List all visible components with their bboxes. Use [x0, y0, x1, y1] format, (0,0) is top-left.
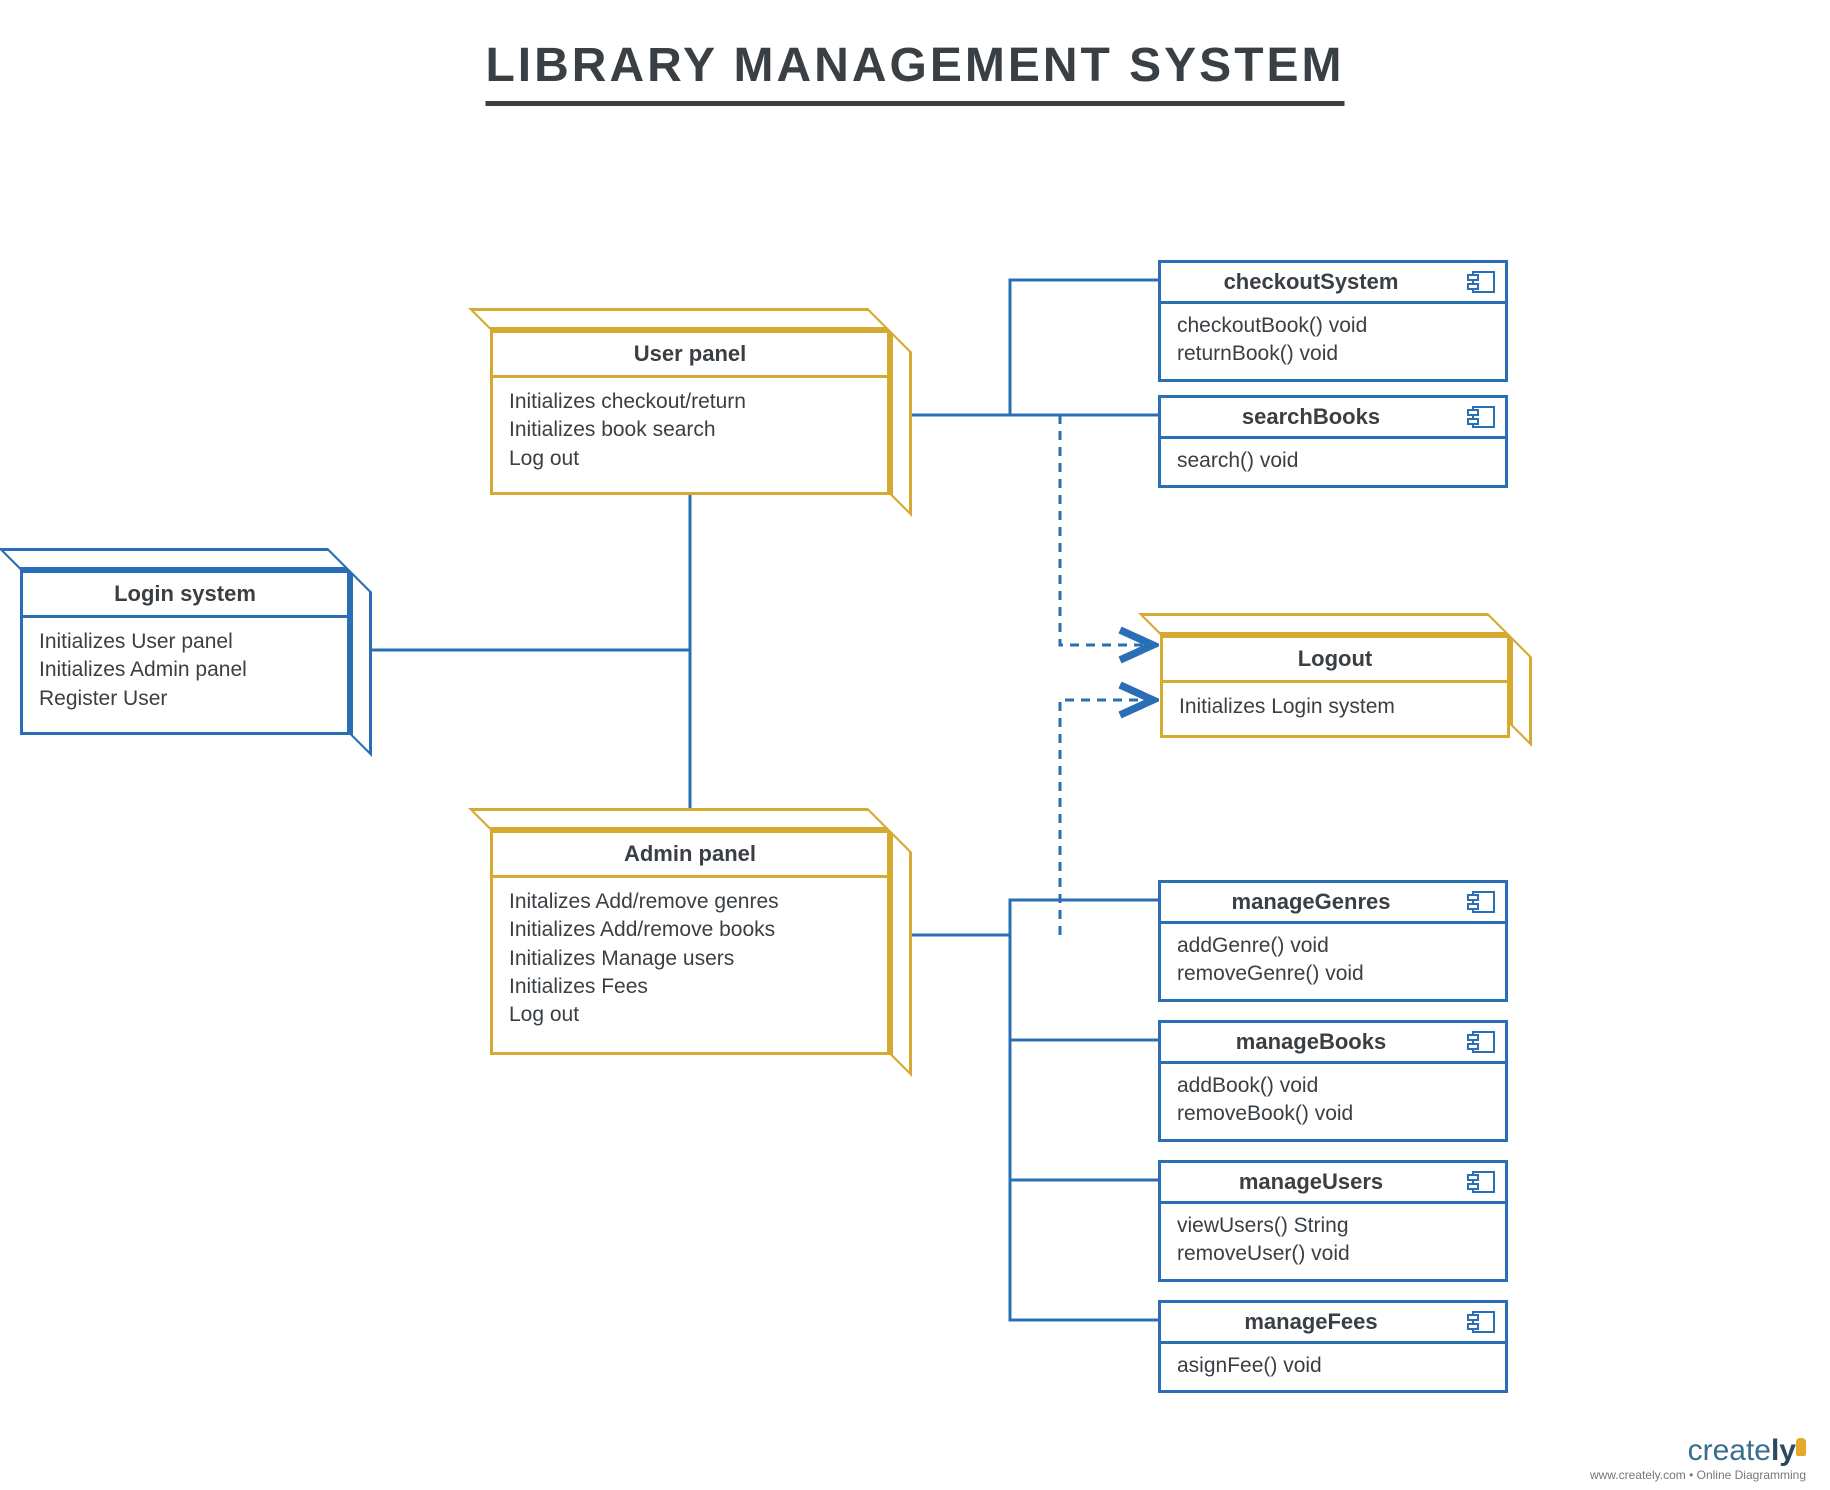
node-line: returnBook() void — [1177, 340, 1489, 368]
node-title: manageFees — [1161, 1303, 1505, 1344]
node-body: addBook() voidremoveBook() void — [1161, 1064, 1505, 1139]
node-line: removeGenre() void — [1177, 960, 1489, 988]
node-line: addGenre() void — [1177, 932, 1489, 960]
node-body: checkoutBook() voidreturnBook() void — [1161, 304, 1505, 379]
component-icon — [1467, 891, 1495, 913]
node-manageBooks: manageBooksaddBook() voidremoveBook() vo… — [1158, 1020, 1508, 1142]
node-line: checkoutBook() void — [1177, 312, 1489, 340]
node-line: viewUsers() String — [1177, 1212, 1489, 1240]
node-manageUsers: manageUsersviewUsers() StringremoveUser(… — [1158, 1160, 1508, 1282]
node-line: addBook() void — [1177, 1072, 1489, 1100]
node-line: Initializes Login system — [1179, 693, 1491, 721]
node-body: Initializes checkout/returnInitializes b… — [493, 378, 887, 487]
node-line: removeBook() void — [1177, 1100, 1489, 1128]
node-manageFees: manageFees asignFee() void — [1158, 1300, 1508, 1393]
node-line: asignFee() void — [1177, 1352, 1489, 1380]
node-line: Initializes Manage users — [509, 945, 871, 973]
node-title: manageUsers — [1161, 1163, 1505, 1204]
node-logout: Logout Initializes Login system — [1160, 635, 1532, 747]
node-line: Initalizes Add/remove genres — [509, 888, 871, 916]
node-line: Initializes Fees — [509, 973, 871, 1001]
node-body: addGenre() voidremoveGenre() void — [1161, 924, 1505, 999]
creately-logo: creately www.creately.com • Online Diagr… — [1590, 1434, 1806, 1482]
component-icon — [1467, 1171, 1495, 1193]
node-line: Log out — [509, 1001, 871, 1029]
component-icon — [1467, 1311, 1495, 1333]
node-body: asignFee() void — [1161, 1344, 1505, 1390]
node-body: viewUsers() StringremoveUser() void — [1161, 1204, 1505, 1279]
node-title: Logout — [1163, 638, 1507, 683]
node-body: Initializes Login system — [1163, 683, 1507, 735]
node-title: manageBooks — [1161, 1023, 1505, 1064]
node-body: search() void — [1161, 439, 1505, 485]
node-line: search() void — [1177, 447, 1489, 475]
node-userPanel: User panelInitializes checkout/returnIni… — [490, 330, 912, 517]
node-title: Login system — [23, 573, 347, 618]
node-title: checkoutSystem — [1161, 263, 1505, 304]
node-line: Log out — [509, 445, 871, 473]
component-icon — [1467, 1031, 1495, 1053]
node-line: removeUser() void — [1177, 1240, 1489, 1268]
component-icon — [1467, 406, 1495, 428]
node-line: Register User — [39, 685, 331, 713]
node-manageGenres: manageGenresaddGenre() voidremoveGenre()… — [1158, 880, 1508, 1002]
node-line: Initializes book search — [509, 416, 871, 444]
node-title: Admin panel — [493, 833, 887, 878]
node-body: Initalizes Add/remove genresInitializes … — [493, 878, 887, 1044]
node-line: Initializes checkout/return — [509, 388, 871, 416]
node-line: Initializes User panel — [39, 628, 331, 656]
node-adminPanel: Admin panelInitalizes Add/remove genresI… — [490, 830, 912, 1077]
node-checkoutSystem: checkoutSystemcheckoutBook() voidreturnB… — [1158, 260, 1508, 382]
node-title: searchBooks — [1161, 398, 1505, 439]
node-searchBooks: searchBooks search() void — [1158, 395, 1508, 488]
node-title: User panel — [493, 333, 887, 378]
node-title: manageGenres — [1161, 883, 1505, 924]
node-login: Login systemInitializes User panelInitia… — [20, 570, 372, 757]
page-title: LIBRARY MANAGEMENT SYSTEM — [485, 38, 1344, 106]
node-line: Initializes Admin panel — [39, 656, 331, 684]
component-icon — [1467, 271, 1495, 293]
node-body: Initializes User panelInitializes Admin … — [23, 618, 347, 727]
node-line: Initializes Add/remove books — [509, 916, 871, 944]
